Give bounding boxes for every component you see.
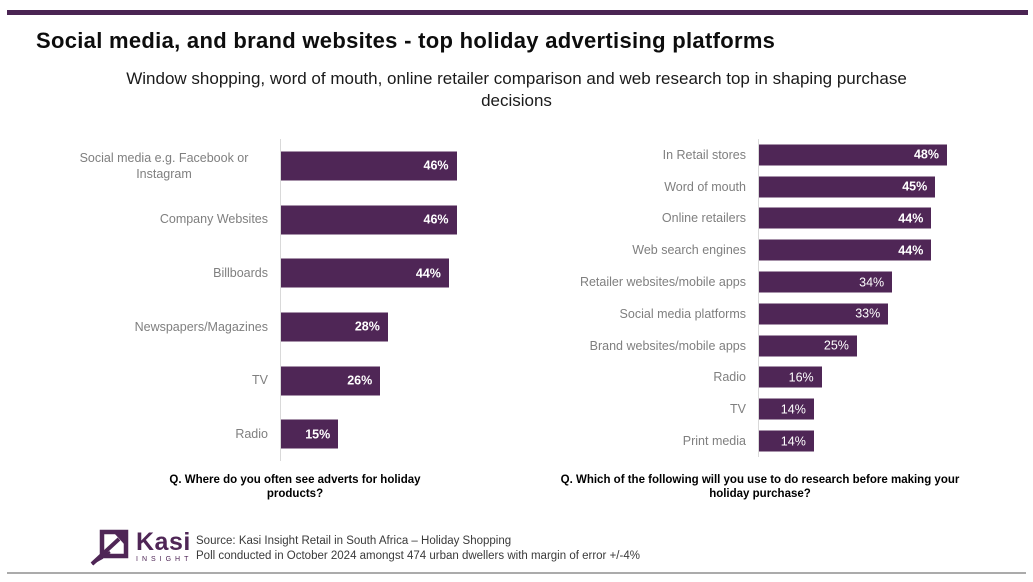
category-label: Radio	[235, 427, 268, 442]
chart-row: Social media platforms 33%	[560, 297, 994, 330]
category-label: Social media platforms	[619, 306, 746, 321]
value-label: 25%	[823, 338, 849, 353]
value-label: 33%	[855, 306, 881, 321]
kasi-insight-logo-icon	[90, 529, 129, 566]
value-label: 44%	[898, 243, 924, 258]
bar-track: 44%	[758, 202, 994, 235]
category-label: Brand websites/mobile apps	[589, 338, 746, 353]
category-label: Word of mouth	[664, 179, 746, 194]
source-line-2: Poll conducted in October 2024 amongst 4…	[196, 549, 640, 562]
chart-row: Web search engines 44%	[560, 234, 994, 267]
bar-track: 16%	[758, 361, 994, 394]
top-accent-rule	[7, 10, 1028, 15]
chart-row: Word of mouth 45%	[560, 170, 994, 203]
bar: 34%	[759, 271, 893, 293]
category-label: Radio	[713, 370, 746, 385]
category-label: Billboards	[213, 266, 268, 281]
bar: 44%	[281, 258, 449, 288]
brand-subtitle: INSIGHT	[136, 556, 193, 563]
research-chart-question: Q. Which of the following will you use t…	[560, 474, 960, 501]
bottom-rule	[7, 572, 1026, 574]
value-label: 28%	[354, 319, 380, 334]
bar-track: 14%	[758, 393, 994, 426]
value-label: 16%	[788, 370, 814, 385]
bar-track: 25%	[758, 329, 994, 362]
bar-track: 44%	[758, 234, 994, 267]
value-label: 46%	[423, 158, 449, 173]
page-title: Social media, and brand websites - top h…	[36, 28, 776, 53]
chart-row: TV 26%	[60, 353, 510, 408]
category-label: In Retail stores	[662, 147, 746, 162]
chart-row: Billboards 44%	[60, 246, 510, 301]
bar: 28%	[281, 312, 388, 342]
bar-track: 33%	[758, 297, 994, 330]
value-label: 44%	[898, 211, 924, 226]
value-label: 14%	[780, 402, 806, 417]
category-label: Print media	[682, 433, 746, 448]
bar: 46%	[281, 205, 457, 234]
category-label: Newspapers/Magazines	[134, 319, 268, 334]
value-label: 14%	[780, 434, 806, 449]
bar: 14%	[759, 430, 814, 452]
chart-row: In Retail stores 48%	[560, 139, 994, 171]
category-label: Web search engines	[632, 243, 746, 258]
bar: 15%	[281, 419, 339, 449]
bar-track: 34%	[758, 266, 994, 298]
adverts-bar-chart: Social media e.g. Facebook or Instagram 4…	[60, 139, 510, 462]
category-label: TV	[730, 402, 746, 417]
bar: 44%	[759, 239, 932, 261]
bar-track: 46%	[280, 192, 510, 247]
brand-wordmark: Kasi INSIGHT	[136, 529, 192, 563]
bar-track: 44%	[280, 246, 510, 301]
chart-row: Social media e.g. Facebook or Instagram 4…	[60, 139, 510, 193]
brand-name: Kasi	[136, 528, 191, 556]
bar: 45%	[759, 176, 936, 198]
value-label: 46%	[423, 212, 449, 227]
chart-row: Newspapers/Magazines 28%	[60, 300, 510, 354]
value-label: 15%	[305, 427, 331, 442]
bar-track: 26%	[280, 353, 510, 408]
bar: 14%	[759, 398, 814, 420]
chart-row: Brand websites/mobile apps 25%	[560, 329, 994, 362]
bar: 16%	[759, 366, 822, 388]
chart-row: Radio 15%	[60, 407, 510, 462]
value-label: 26%	[347, 373, 373, 388]
source-note: Source: Kasi Insight Retail in South Afr…	[196, 534, 640, 563]
chart-row: TV 14%	[560, 393, 994, 426]
bar-track: 46%	[280, 139, 510, 193]
bar: 46%	[281, 151, 457, 181]
bar-track: 14%	[758, 425, 994, 457]
chart-row: Company Websites 46%	[60, 192, 510, 247]
bar: 26%	[281, 366, 381, 396]
category-label: Online retailers	[661, 211, 746, 226]
bar: 25%	[759, 335, 857, 357]
bar-track: 15%	[280, 407, 510, 462]
value-label: 44%	[415, 266, 441, 281]
chart-row: Online retailers 44%	[560, 202, 994, 235]
research-bar-chart: In Retail stores 48% Word of mouth 45% Onlin…	[560, 139, 994, 457]
value-label: 45%	[902, 179, 928, 194]
bar-track: 45%	[758, 170, 994, 203]
bar: 48%	[759, 144, 947, 166]
adverts-chart-question: Q. Where do you often see adverts for ho…	[169, 474, 421, 501]
category-label: Retailer websites/mobile apps	[579, 274, 746, 289]
category-label: Social media e.g. Facebook or Instagram	[79, 150, 249, 181]
page-subtitle: Window shopping, word of mouth, online r…	[0, 68, 1033, 112]
chart-row: Retailer websites/mobile apps 34%	[560, 266, 994, 298]
bar-track: 48%	[758, 139, 994, 171]
page-subtitle-text: Window shopping, word of mouth, online r…	[126, 69, 907, 111]
value-label: 34%	[859, 275, 885, 290]
bar-track: 28%	[280, 300, 510, 354]
category-label: Company Websites	[159, 212, 268, 227]
value-label: 48%	[913, 147, 939, 162]
chart-row: Radio 16%	[560, 361, 994, 394]
bar: 33%	[759, 303, 889, 325]
chart-row: Print media 14%	[560, 425, 994, 457]
category-label: TV	[252, 373, 268, 388]
source-line-1: Source: Kasi Insight Retail in South Afr…	[196, 535, 512, 547]
bar: 44%	[759, 207, 932, 229]
